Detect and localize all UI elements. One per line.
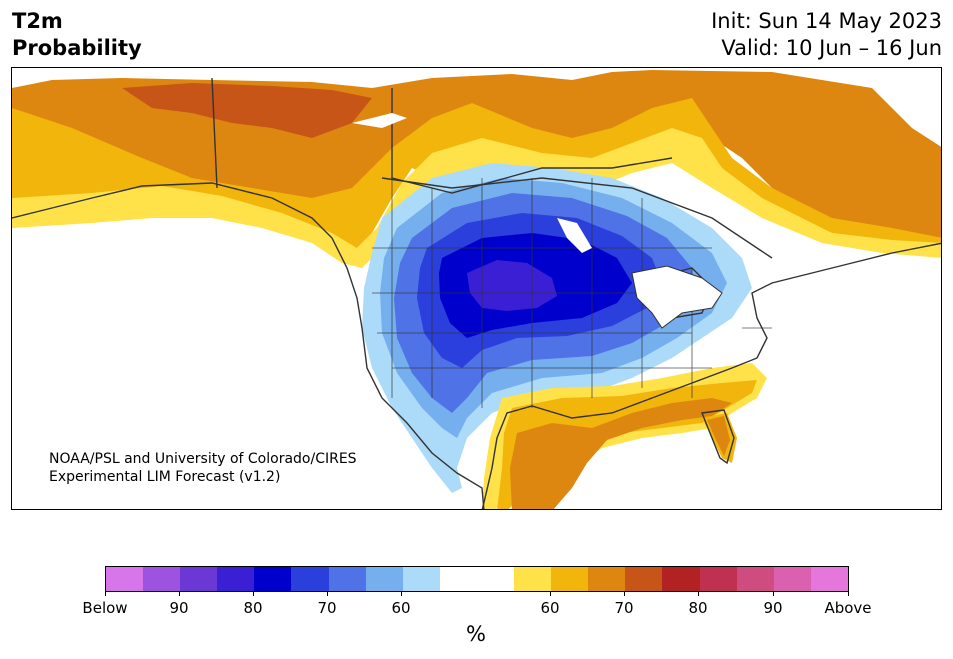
colorbar-tick-mark <box>624 592 625 596</box>
valid-date: Valid: 10 Jun – 16 Jun <box>721 36 942 60</box>
canada-lake <box>352 113 407 128</box>
colorbar-segment <box>143 567 181 591</box>
colorbar-segment <box>551 567 589 591</box>
colorbar-tick-label: 70 <box>614 599 634 617</box>
colorbar-segment <box>810 567 848 591</box>
credit-line-2: Experimental LIM Forecast (v1.2) <box>49 469 281 485</box>
colorbar-segment <box>588 567 626 591</box>
colorbar-segment <box>365 567 403 591</box>
map-canvas <box>12 70 941 509</box>
colorbar-tick-mark <box>550 592 551 596</box>
north-dark-orange <box>122 83 372 138</box>
lake-winnipeg <box>557 218 592 253</box>
colorbar-tick-label: 60 <box>540 599 560 617</box>
forecast-credit: NOAA/PSL and University of Colorado/CIRE… <box>49 450 357 486</box>
florida-orange <box>707 416 730 456</box>
colorbar-segment <box>291 567 329 591</box>
colorbar-tick-mark <box>253 592 254 596</box>
colorbar <box>105 566 849 592</box>
colorbar-tick-mark <box>848 592 849 596</box>
colorbar-segment <box>402 567 440 591</box>
colorbar-segment <box>773 567 811 591</box>
purple-region <box>467 260 557 311</box>
colorbar-segment <box>662 567 700 591</box>
colorbar-segment <box>106 567 144 591</box>
plot-title: T2m Probability <box>12 8 142 62</box>
colorbar-segment <box>439 567 477 591</box>
north-yellow-band <box>12 128 941 268</box>
colorbar-segment <box>699 567 737 591</box>
colorbar-tick-mark <box>698 592 699 596</box>
south-orange-region <box>510 398 732 509</box>
colorbar-tick-mark <box>327 592 328 596</box>
colorbar-tick-label: Above <box>824 599 872 617</box>
colorbar-tick-label: 90 <box>763 599 783 617</box>
probability-map <box>11 67 942 510</box>
colorbar-tick-mark <box>179 592 180 596</box>
forecast-dates: Init: Sun 14 May 2023 Valid: 10 Jun – 16… <box>711 8 942 62</box>
credit-line-1: NOAA/PSL and University of Colorado/CIRE… <box>49 451 357 467</box>
colorbar-tick-label: 80 <box>688 599 708 617</box>
colorbar-tick-mark <box>105 592 106 596</box>
colorbar-unit: % <box>466 622 486 646</box>
colorbar-tick-label: 80 <box>243 599 263 617</box>
colorbar-tick-label: 70 <box>317 599 337 617</box>
title-variable: T2m <box>12 9 63 33</box>
colorbar-segment <box>514 567 552 591</box>
init-date: Init: Sun 14 May 2023 <box>711 9 942 33</box>
colorbar-tick-mark <box>401 592 402 596</box>
colorbar-tick-label: 60 <box>391 599 411 617</box>
colorbar-segment <box>180 567 218 591</box>
colorbar-tick-label: Below <box>82 599 128 617</box>
colorbar-segment <box>217 567 255 591</box>
great-lakes <box>631 265 723 329</box>
colorbar-tick-label: 90 <box>169 599 189 617</box>
colorbar-segment <box>736 567 774 591</box>
title-quantity: Probability <box>12 36 142 60</box>
colorbar-segment <box>328 567 366 591</box>
colorbar-segment <box>254 567 292 591</box>
colorbar-segment <box>476 567 515 591</box>
colorbar-tick-mark <box>773 592 774 596</box>
colorbar-segment <box>625 567 663 591</box>
